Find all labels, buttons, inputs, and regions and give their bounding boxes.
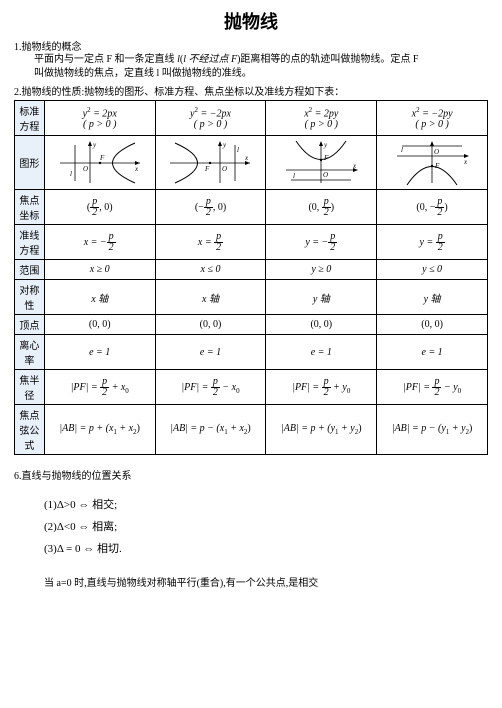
sec6-head: 6.直线与抛物线的位置关系 [14,467,488,482]
row-sym: 对称性 x 轴 x 轴 y 轴 y 轴 [15,280,488,315]
rel-2: (2)Δ<0 ⇔ 相离; [44,516,488,538]
vtx-1: (0, 0) [155,315,266,335]
svg-text:F: F [99,154,105,162]
svg-text:x: x [244,154,249,162]
lbl-pf: 焦半径 [15,370,45,405]
lbl-graph: 图形 [15,136,45,190]
sec2-head: 2.抛物线的性质:抛物线的图形、标准方程、焦点坐标以及准线方程如下表： [14,83,488,98]
parabola-table: 标准方程 y2 = 2px ( p > 0 ) y2 = −2px ( p > … [14,100,488,455]
row-eq: 标准方程 y2 = 2px ( p > 0 ) y2 = −2px ( p > … [15,101,488,136]
lbl-sym: 对称性 [15,280,45,315]
pf-3: |PF| = p2 − y0 [377,370,488,405]
lbl-eq: 标准方程 [15,101,45,136]
eq-0: y2 = 2px ( p > 0 ) [44,101,155,136]
ecc-2: e = 1 [266,335,377,370]
svg-text:F: F [434,162,440,170]
pf-0: |PF| = p2 + x0 [44,370,155,405]
row-range: 范围 x ≥ 0 x ≤ 0 y ≥ 0 y ≤ 0 [15,260,488,280]
svg-text:x: x [134,165,139,173]
svg-text:l: l [401,146,403,154]
ab-2: |AB| = p + (y1 + y2) [266,405,377,455]
svg-text:F: F [204,165,210,173]
ecc-3: e = 1 [377,335,488,370]
ab-1: |AB| = p − (x1 + x2) [155,405,266,455]
svg-text:x: x [352,162,357,170]
svg-text:O: O [222,165,227,173]
row-focus: 焦点坐标 (p2, 0) (−p2, 0) (0, p2) (0, −p2) [15,190,488,225]
rel-3: (3)Δ = 0 ⇔ 相切. [44,538,488,560]
sym-1: x 轴 [155,280,266,315]
dir-3: y = p2 [377,225,488,260]
dir-1: x = p2 [155,225,266,260]
t: 平面内与一定点 F 和一条定直线 [34,54,177,65]
svg-text:F: F [323,154,329,162]
range-2: y ≥ 0 [266,260,377,280]
range-0: x ≥ 0 [44,260,155,280]
svg-text:y: y [222,141,227,149]
sec1-head: 1.抛物线的概念 [14,38,488,53]
page-title: 抛物线 [14,8,488,34]
svg-text:O: O [434,148,439,156]
focus-1: (−p2, 0) [155,190,266,225]
focus-2: (0, p2) [266,190,377,225]
lbl-range: 范围 [15,260,45,280]
lbl-ecc: 离心率 [15,335,45,370]
sym-0: x 轴 [44,280,155,315]
svg-text:x: x [463,158,468,166]
row-ecc: 离心率 e = 1 e = 1 e = 1 e = 1 [15,335,488,370]
svg-text:y: y [92,141,97,149]
sec1-p1: 平面内与一定点 F 和一条定直线 l(l 不经过点 F)距离相等的点的轨迹叫做抛… [14,53,488,67]
pf-1: |PF| = p2 − x0 [155,370,266,405]
lbl-vertex: 顶点 [15,315,45,335]
ab-3: |AB| = p − (y1 + y2) [377,405,488,455]
lbl-ab: 焦点弦公式 [15,405,45,455]
range-3: y ≤ 0 [377,260,488,280]
ecc-0: e = 1 [44,335,155,370]
row-ab: 焦点弦公式 |AB| = p + (x1 + x2) |AB| = p − (x… [15,405,488,455]
row-vertex: 顶点 (0, 0) (0, 0) (0, 0) (0, 0) [15,315,488,335]
graph-0: F O y x l [44,136,155,190]
range-1: x ≤ 0 [155,260,266,280]
eq-3: x2 = −2py ( p > 0 ) [377,101,488,136]
rel-1: (1)Δ>0 ⇔ 相交; [44,494,488,516]
row-directrix: 准线方程 x = −p2 x = p2 y = −p2 y = p2 [15,225,488,260]
dir-0: x = −p2 [44,225,155,260]
focus-3: (0, −p2) [377,190,488,225]
sym-3: y 轴 [377,280,488,315]
vtx-3: (0, 0) [377,315,488,335]
svg-text:O: O [83,165,88,173]
graph-1: F O y x l [155,136,266,190]
sym-2: y 轴 [266,280,377,315]
pf-2: |PF| = p2 + y0 [266,370,377,405]
relation-list: (1)Δ>0 ⇔ 相交; (2)Δ<0 ⇔ 相离; (3)Δ = 0 ⇔ 相切. [44,494,488,560]
sec1-p2: 叫做抛物线的焦点，定直线 l 叫做抛物线的准线。 [14,67,488,81]
row-graph: 图形 F O y x l F O y x [15,136,488,190]
eq-1: y2 = −2px ( p > 0 ) [155,101,266,136]
svg-text:O: O [323,171,328,179]
t: l 不经过点 F [183,54,237,65]
vtx-0: (0, 0) [44,315,155,335]
t: )距离相等的点的轨迹叫做抛物线。定点 F [237,54,418,65]
row-pf: 焦半径 |PF| = p2 + x0 |PF| = p2 − x0 |PF| =… [15,370,488,405]
graph-3: F O x l [377,136,488,190]
eq-2: x2 = 2py ( p > 0 ) [266,101,377,136]
svg-text:y: y [323,141,328,149]
graph-2: F O y x l [266,136,377,190]
ecc-1: e = 1 [155,335,266,370]
lbl-dir: 准线方程 [15,225,45,260]
focus-0: (p2, 0) [44,190,155,225]
footnote: 当 a=0 时,直线与抛物线对称轴平行(重合),有一个公共点,是相交 [14,574,488,589]
svg-text:l: l [70,170,72,178]
dir-2: y = −p2 [266,225,377,260]
lbl-focus: 焦点坐标 [15,190,45,225]
ab-0: |AB| = p + (x1 + x2) [44,405,155,455]
vtx-2: (0, 0) [266,315,377,335]
svg-text:l: l [293,172,295,180]
svg-text:l: l [237,146,239,154]
